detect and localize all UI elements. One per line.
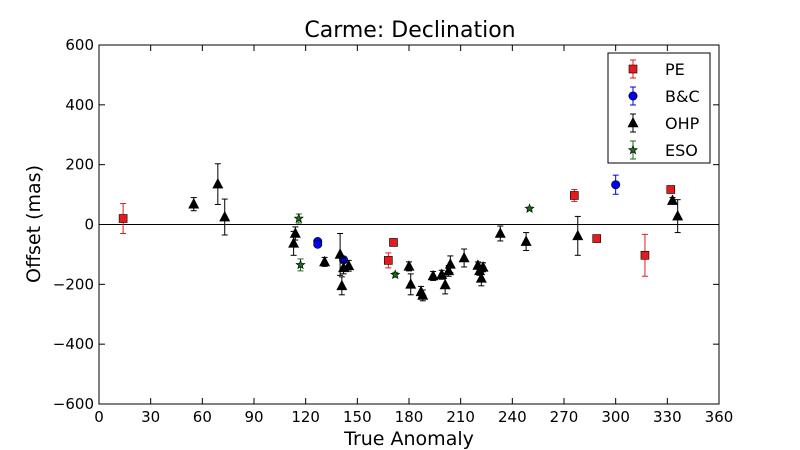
series-1: [313, 174, 621, 265]
data-point: [444, 258, 456, 269]
legend-marker: [628, 91, 638, 101]
legend-marker: [628, 64, 638, 74]
y-axis-label: Offset (mas): [23, 165, 45, 283]
legend-entry: PE: [628, 59, 685, 79]
data-point: [212, 177, 224, 189]
x-tick-label: 270: [550, 408, 579, 426]
data-point: [570, 191, 579, 200]
data-point: [390, 269, 401, 280]
data-point: [319, 255, 331, 267]
x-tick-label: 180: [395, 408, 424, 426]
data-point: [477, 261, 489, 272]
data-point: [405, 278, 417, 289]
series-2: [188, 163, 684, 302]
legend-entry: ESO: [627, 140, 698, 160]
x-tick-label: 330: [653, 408, 682, 426]
x-tick-label: 0: [94, 408, 104, 426]
axis-ticks: 0 30 60 90 120 150 180 210 240 270 300 330 360 −600 −4…: [53, 36, 734, 426]
legend-marker: [627, 144, 639, 155]
data-point: [611, 180, 621, 190]
data-point: [520, 235, 532, 246]
data-point: [293, 213, 304, 223]
data-point: [672, 209, 684, 221]
y-tick-label: −400: [53, 335, 94, 353]
data-point: [403, 260, 415, 271]
data-point: [289, 227, 301, 238]
legend-label: B&C: [665, 87, 700, 106]
legend-box: [607, 52, 711, 164]
data-point: [313, 239, 323, 249]
data-point: [494, 227, 506, 238]
data-point: [666, 185, 676, 194]
data-point: [592, 234, 602, 243]
data-point: [343, 259, 355, 271]
x-tick-label: 60: [193, 408, 212, 426]
data-point: [336, 279, 348, 291]
data-point: [188, 198, 200, 209]
legend-marker: [627, 116, 639, 128]
legend-label: OHP: [665, 114, 700, 133]
series-0: [118, 185, 676, 277]
x-tick-label: 90: [244, 408, 263, 426]
series-3: [293, 203, 535, 280]
data-point: [334, 248, 346, 259]
data-point: [288, 237, 300, 248]
x-tick-label: 360: [705, 408, 734, 426]
data-point: [118, 214, 128, 223]
data-point: [439, 278, 451, 290]
data-point: [427, 269, 439, 281]
legend-entry: B&C: [628, 86, 700, 106]
data-point: [417, 289, 429, 300]
legend-label: ESO: [665, 141, 698, 160]
y-tick-label: −600: [53, 395, 94, 413]
chart-title: Carme: Declination: [304, 18, 515, 43]
y-tick-label: 0: [84, 216, 94, 234]
data-point: [458, 251, 470, 263]
y-tick-label: 600: [65, 36, 94, 54]
data-point: [389, 238, 398, 247]
x-tick-label: 210: [446, 408, 475, 426]
legend-label: PE: [665, 60, 685, 79]
data-point: [384, 256, 393, 265]
x-tick-label: 150: [343, 408, 372, 426]
x-tick-label: 300: [601, 408, 630, 426]
data-point: [475, 272, 487, 283]
y-tick-label: 400: [65, 96, 94, 114]
y-tick-label: 200: [65, 156, 94, 174]
x-axis-label: True Anomaly: [343, 428, 474, 450]
x-tick-label: 240: [498, 408, 527, 426]
x-tick-label: 30: [141, 408, 160, 426]
legend-entry: OHP: [627, 113, 700, 133]
data-point: [524, 203, 535, 213]
data-point: [640, 251, 650, 260]
data-point: [572, 229, 584, 241]
x-tick-label: 120: [291, 408, 320, 426]
y-tick-label: −200: [53, 275, 94, 293]
data-point: [295, 259, 306, 270]
data-point: [219, 210, 231, 222]
plot-area: [99, 163, 719, 302]
legend: PE B&C OHP ESO: [607, 52, 711, 164]
